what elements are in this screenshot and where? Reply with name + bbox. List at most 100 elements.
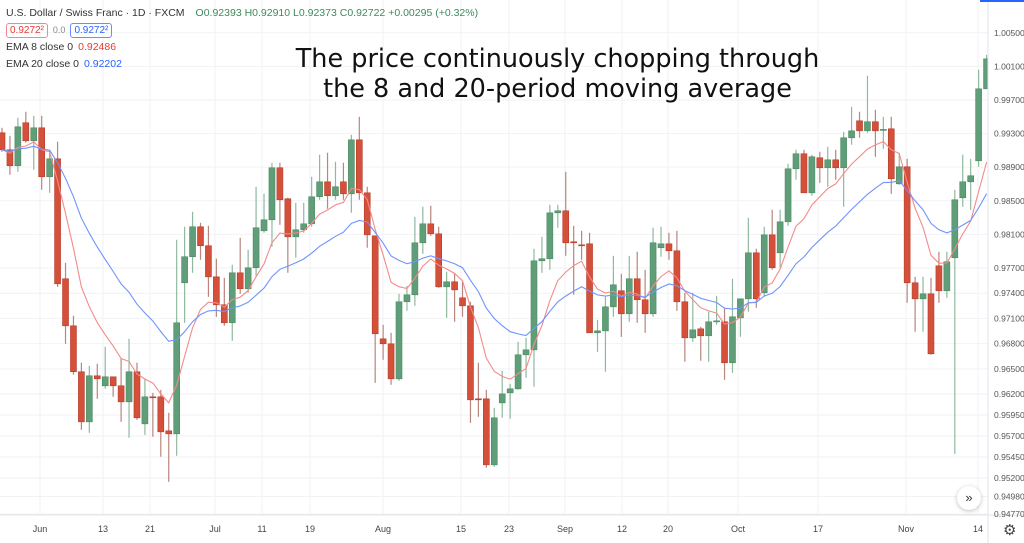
time-tick-label: 23 — [504, 524, 514, 534]
candle-body — [173, 322, 180, 435]
time-tick-label: 15 — [456, 524, 466, 534]
candle — [62, 262, 69, 344]
candle — [721, 307, 728, 380]
candle-body — [348, 139, 355, 195]
ema8-legend[interactable]: EMA 8 close 0 0.92486 — [6, 39, 478, 56]
sell-price-box[interactable]: 0.9272² — [6, 23, 48, 38]
candle — [403, 285, 411, 311]
candle — [625, 255, 633, 322]
gear-icon[interactable]: ⚙ — [1003, 522, 1017, 539]
candle — [538, 236, 546, 273]
price-tick-label: 1.00100 — [994, 61, 1024, 71]
candle-body — [14, 126, 22, 167]
candle — [292, 202, 300, 258]
candle — [641, 269, 649, 333]
candle-body — [276, 167, 284, 201]
candle-body — [618, 290, 625, 315]
candle — [101, 346, 109, 389]
candle-body — [30, 127, 38, 142]
quote-row: 0.9272² 0.0 0.9272² — [6, 22, 478, 39]
candle — [435, 226, 443, 288]
candle — [490, 407, 498, 467]
candle-body — [379, 338, 387, 345]
candle — [213, 258, 220, 317]
candle-body — [975, 88, 982, 162]
candle-body — [213, 276, 220, 306]
time-tick-label: 17 — [813, 524, 823, 534]
candle-body — [721, 321, 728, 364]
time-tick-label: 20 — [663, 524, 673, 534]
candle — [332, 161, 339, 200]
candle-body — [221, 304, 228, 324]
candle-body — [554, 210, 562, 214]
time-tick-label: Sep — [557, 524, 573, 534]
price-tick-label: 0.94770 — [994, 509, 1024, 519]
candle-body — [6, 149, 14, 167]
time-tick-label: Jul — [209, 524, 221, 534]
candle — [752, 248, 760, 308]
candle — [443, 271, 450, 318]
candle — [824, 146, 832, 187]
candle — [705, 311, 712, 362]
candle-body — [86, 375, 93, 423]
candle — [784, 163, 792, 226]
candle-body — [197, 226, 204, 247]
ema20-legend[interactable]: EMA 20 close 0 0.92202 — [6, 56, 478, 73]
candle — [348, 134, 355, 213]
scroll-to-realtime-button[interactable]: » — [957, 486, 981, 510]
price-tick-label: 0.94980 — [994, 492, 1024, 502]
candle — [856, 111, 863, 138]
candle — [379, 324, 387, 360]
candle — [419, 206, 427, 254]
candle-body — [467, 305, 474, 401]
candle — [268, 162, 276, 247]
candle-body — [117, 385, 125, 403]
candle-body — [459, 297, 466, 307]
price-tick-label: 0.95450 — [994, 452, 1024, 462]
active-indicator-bar — [980, 0, 1024, 2]
price-tick-label: 0.97400 — [994, 288, 1024, 298]
candle — [633, 251, 641, 323]
candle-body — [133, 371, 141, 419]
candle-body — [522, 349, 530, 356]
candle — [673, 230, 681, 311]
candle-body — [546, 212, 554, 260]
time-tick-label: 13 — [98, 524, 108, 534]
candle — [371, 235, 379, 383]
candle — [713, 295, 720, 325]
candle-body — [784, 168, 792, 223]
candle — [530, 248, 538, 387]
time-tick-label: 19 — [305, 524, 315, 534]
candle-body — [760, 234, 768, 294]
candle-body — [165, 430, 173, 435]
candle — [467, 301, 474, 423]
buy-price-box[interactable]: 0.9272² — [70, 23, 113, 38]
candle-body — [244, 267, 252, 290]
candle — [70, 315, 77, 375]
candle-body — [959, 181, 967, 199]
candle-body — [252, 227, 260, 269]
candle — [506, 383, 514, 419]
candle-body — [538, 258, 546, 262]
candle — [800, 149, 808, 194]
time-tick-label: 21 — [145, 524, 155, 534]
candle — [618, 273, 625, 337]
symbol-title[interactable]: U.S. Dollar / Swiss Franc · 1D · FXCM — [6, 7, 185, 19]
candle — [498, 370, 506, 418]
candle — [221, 277, 228, 326]
candle-body — [395, 301, 403, 380]
time-tick-label: 14 — [973, 524, 983, 534]
candle-body — [967, 175, 974, 183]
price-tick-label: 0.95200 — [994, 473, 1024, 483]
candle — [125, 338, 133, 438]
candle-body — [872, 121, 879, 132]
ema8-label: EMA 8 close 0 — [6, 41, 74, 53]
candle — [141, 378, 149, 435]
candle-body — [530, 260, 538, 351]
candle — [236, 237, 244, 294]
candle-body — [506, 388, 514, 394]
candle-body — [776, 221, 784, 254]
candle — [38, 115, 46, 190]
ohlc-values: O0.92393 H0.92910 L0.92373 C0.92722 +0.0… — [195, 7, 479, 19]
